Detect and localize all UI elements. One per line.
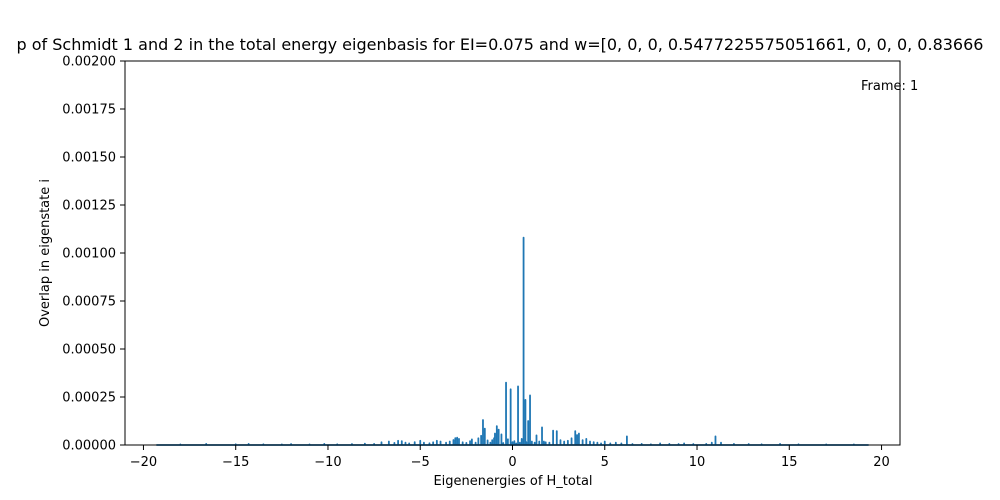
y-tick-label: 0.00125 bbox=[62, 199, 116, 214]
x-tick-label: 5 bbox=[601, 455, 609, 470]
y-tick-label: 0.00100 bbox=[62, 247, 116, 262]
x-tick-label: 15 bbox=[781, 455, 798, 470]
x-axis-label: Eigenenergies of H_total bbox=[433, 474, 592, 489]
y-tick-label: 0.00075 bbox=[62, 295, 116, 310]
chart-title: p of Schmidt 1 and 2 in the total energy… bbox=[17, 35, 984, 54]
frame-annotation: Frame: 1 bbox=[861, 79, 918, 94]
y-tick-label: 0.00175 bbox=[62, 103, 116, 118]
y-axis-ticks: 0.00000 0.00025 0.00050 0.00075 0.00100 0.001… bbox=[62, 55, 125, 454]
y-axis-label: Overlap in eigenstate i bbox=[38, 179, 53, 327]
y-tick-label: 0.00150 bbox=[62, 151, 116, 166]
x-tick-label: 0 bbox=[508, 455, 516, 470]
y-tick-label: 0.00000 bbox=[62, 439, 116, 454]
x-tick-label: −5 bbox=[411, 455, 430, 470]
x-tick-label: −20 bbox=[130, 455, 157, 470]
y-tick-label: 0.00050 bbox=[62, 343, 116, 358]
x-tick-label: 20 bbox=[873, 455, 890, 470]
x-tick-label: −15 bbox=[222, 455, 249, 470]
y-tick-label: 0.00200 bbox=[62, 55, 116, 70]
y-tick-label: 0.00025 bbox=[62, 391, 116, 406]
x-tick-label: 10 bbox=[689, 455, 706, 470]
x-axis-ticks: −20 −15 −10 −5 0 5 10 15 20 bbox=[130, 445, 890, 470]
x-tick-label: −10 bbox=[314, 455, 341, 470]
